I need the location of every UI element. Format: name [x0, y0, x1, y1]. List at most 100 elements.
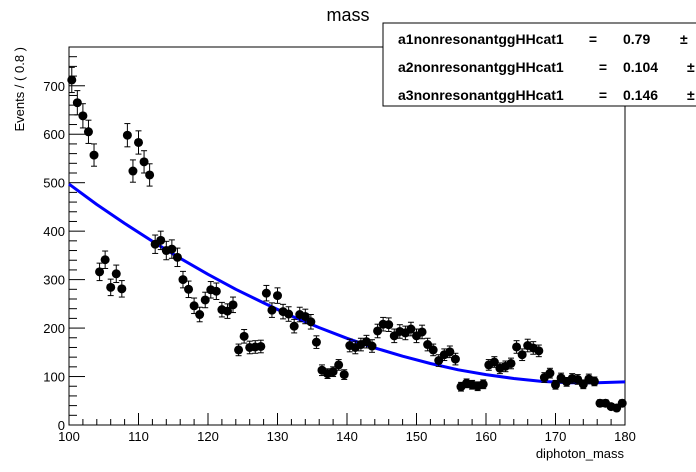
marker [306, 317, 316, 327]
legend-entry-2-eq: = [599, 59, 607, 75]
marker [423, 340, 433, 350]
marker [450, 354, 460, 364]
data-point [106, 278, 116, 297]
marker [178, 275, 188, 285]
marker [311, 337, 321, 347]
x-tick-label: 140 [336, 429, 358, 444]
legend: a1nonresonantggHHcat1 = 0.79 ± a2nonreso… [382, 22, 696, 107]
data-point [122, 123, 132, 148]
y-tick-label: 200 [43, 321, 65, 336]
marker [334, 360, 344, 370]
x-tick-label: 120 [197, 429, 219, 444]
data-point [134, 130, 143, 155]
marker [167, 244, 177, 254]
marker [83, 127, 93, 137]
x-tick-label: 130 [267, 429, 289, 444]
marker [184, 284, 194, 294]
marker [261, 288, 271, 298]
marker [578, 379, 588, 389]
data-point [534, 344, 544, 358]
y-tick-label: 700 [43, 79, 65, 94]
data-point [450, 352, 460, 366]
marker [300, 311, 310, 321]
x-tick-label: 150 [406, 429, 428, 444]
data-point [78, 103, 88, 129]
legend-entry-1-pm: ± [680, 31, 688, 47]
marker [428, 345, 438, 355]
marker [617, 398, 627, 408]
x-tick-label: 180 [614, 429, 636, 444]
marker [139, 157, 149, 167]
data-point [239, 329, 249, 344]
data-point [406, 321, 416, 337]
marker [384, 320, 394, 330]
marker [506, 358, 516, 368]
data-point [195, 306, 205, 323]
marker [534, 346, 544, 356]
data-point [83, 119, 93, 144]
data-point [512, 340, 522, 354]
y-tick-label: 500 [43, 176, 65, 191]
marker [256, 341, 266, 351]
data-point [617, 398, 627, 408]
data-point [517, 348, 527, 362]
data-point [334, 359, 344, 371]
marker [156, 235, 166, 245]
legend-entry-2-pm: ± [687, 59, 695, 75]
marker [328, 367, 338, 377]
marker [517, 350, 527, 360]
marker [89, 150, 99, 160]
marker [589, 376, 599, 386]
marker [172, 252, 182, 262]
marker [367, 341, 377, 351]
marker [117, 284, 127, 294]
data-point [211, 282, 221, 300]
x-axis-label: diphoton_mass [536, 446, 625, 461]
data-point [589, 376, 599, 387]
data-point [273, 287, 282, 304]
data-points-series [67, 66, 627, 413]
data-point [128, 159, 138, 183]
legend-entry-2-name: a2nonresonantggHHcat1 [398, 59, 564, 75]
marker [67, 75, 77, 85]
marker [222, 306, 232, 316]
data-point [256, 339, 266, 354]
data-point [339, 369, 349, 380]
marker [273, 291, 282, 301]
legend-entry-1-value: 0.79 [623, 31, 650, 47]
marker [189, 301, 199, 311]
marker [128, 166, 138, 176]
data-point [222, 303, 232, 319]
data-point [478, 379, 488, 390]
y-axis-ticks: 0 100 200 300 400 500 600 700 [43, 56, 85, 433]
marker [478, 379, 488, 389]
marker [417, 327, 427, 337]
marker [234, 345, 244, 355]
legend-box [382, 22, 696, 107]
marker [95, 267, 105, 277]
data-point [384, 317, 394, 332]
marker [434, 356, 444, 366]
data-point [489, 356, 499, 368]
legend-entry-1-eq: = [589, 31, 597, 47]
fit-curve-line [68, 182, 626, 385]
y-tick-label: 100 [43, 370, 65, 385]
data-point [139, 150, 149, 174]
legend-entry-1-name: a1nonresonantggHHcat1 [398, 31, 564, 47]
marker [339, 370, 349, 380]
marker [545, 368, 555, 378]
legend-entry-3-name: a3nonresonantggHHcat1 [398, 87, 564, 103]
data-point [267, 302, 277, 318]
marker [445, 347, 455, 357]
data-point [289, 318, 299, 334]
marker [284, 309, 294, 319]
marker [489, 357, 499, 367]
data-point [117, 280, 127, 298]
marker [228, 300, 238, 310]
marker [134, 137, 143, 147]
data-point [111, 264, 121, 284]
marker [78, 111, 88, 121]
data-point [261, 284, 271, 302]
marker [267, 305, 277, 315]
